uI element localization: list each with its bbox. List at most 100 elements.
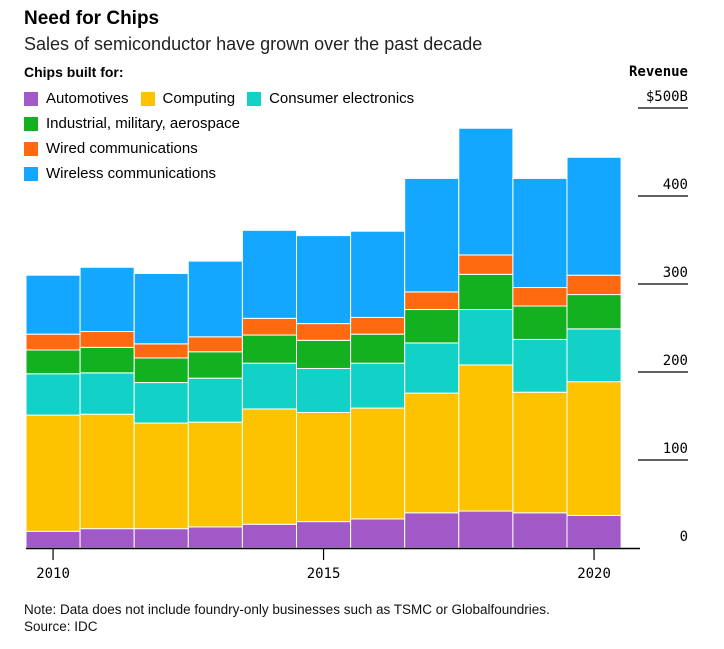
bar-segment-consumer-electronics-2010 [25,373,81,416]
bar-segment-wired-communications-2012 [133,343,189,359]
bar-segment-consumer-electronics-2019 [512,338,568,393]
bar-segment-industrial-military-aerospace-2020 [566,294,622,330]
legend-label: Computing [162,90,236,107]
bar-segment-consumer-electronics-2014 [241,362,297,410]
bar-segment-automotives-2016 [350,518,406,549]
bar-segment-wireless-communications-2011 [79,266,135,333]
bar-segment-automotives-2020 [566,514,622,549]
bar-segment-wired-communications-2010 [25,333,81,351]
legend-swatch [24,166,38,181]
bar-segment-computing-2020 [566,381,622,516]
bar-segment-wired-communications-2015 [296,323,352,341]
legend-swatch [140,91,155,106]
legend-swatch [247,91,262,106]
bar-segment-wireless-communications-2016 [350,230,406,318]
y-tick-label-500: $500B [646,89,688,105]
bar-segment-wired-communications-2011 [79,331,135,348]
bar-segment-automotives-2011 [79,528,135,549]
note-text: Note: Data does not include foundry-only… [24,602,550,617]
bar-segment-wireless-communications-2013 [187,260,243,338]
bar-segment-industrial-military-aerospace-2011 [79,346,135,374]
bar-segment-automotives-2018 [458,510,514,549]
bar-segment-industrial-military-aerospace-2015 [296,339,352,369]
bar-segment-computing-2019 [512,391,568,514]
bar-segment-industrial-military-aerospace-2013 [187,351,243,379]
bar-segment-industrial-military-aerospace-2012 [133,357,189,384]
bar-segment-computing-2017 [404,392,460,514]
x-tick-label-2015: 2015 [307,566,341,582]
bar-segment-consumer-electronics-2012 [133,382,189,424]
bar-segment-automotives-2013 [187,526,243,549]
legend: Automotives Computing Consumer electroni… [24,86,484,186]
bar-segment-computing-2013 [187,421,243,528]
bar-segment-automotives-2019 [512,512,568,549]
bar-segment-industrial-military-aerospace-2014 [241,334,297,364]
bar-segment-industrial-military-aerospace-2018 [458,273,514,311]
y-tick-label-0: 0 [680,529,688,545]
bar-segment-wireless-communications-2015 [296,235,352,325]
bar-segment-consumer-electronics-2016 [350,362,406,409]
bar-segment-wired-communications-2016 [350,316,406,335]
bar-segment-wireless-communications-2010 [25,274,81,335]
bar-segment-computing-2014 [241,408,297,525]
bar-segment-automotives-2014 [241,523,297,549]
bar-segment-industrial-military-aerospace-2017 [404,309,460,344]
bar-segment-wired-communications-2019 [512,287,568,307]
legend-item-wireless: Wireless communications [24,161,216,186]
bar-segment-automotives-2017 [404,512,460,549]
bar-segment-consumer-electronics-2015 [296,367,352,413]
y-tick-label-300: 300 [663,265,688,281]
bar-segment-computing-2016 [350,407,406,520]
bar-segment-computing-2010 [25,414,81,532]
x-tick-label-2010: 2010 [36,566,70,582]
legend-item-consumer-electronics: Consumer electronics [247,86,414,111]
bar-segment-wired-communications-2018 [458,254,514,275]
bar-segment-consumer-electronics-2018 [458,309,514,366]
bar-segment-wireless-communications-2020 [566,156,622,276]
legend-swatch [24,141,38,156]
y-axis-label: Revenue [628,64,688,80]
bar-segment-computing-2011 [79,413,135,530]
y-tick-label-200: 200 [663,353,688,369]
legend-item-wired: Wired communications [24,136,198,161]
bar-segment-wired-communications-2013 [187,336,243,353]
bar-segment-wireless-communications-2012 [133,272,189,345]
bar-segment-industrial-military-aerospace-2019 [512,305,568,340]
bar-segment-consumer-electronics-2013 [187,377,243,423]
chart-subtitle: Sales of semiconductor have grown over t… [24,34,483,54]
bar-segment-wireless-communications-2019 [512,177,568,289]
bar-segment-computing-2015 [296,411,352,523]
chart-title: Need for Chips [24,8,160,29]
bar-segment-consumer-electronics-2020 [566,328,622,383]
x-tick-label-2020: 2020 [577,566,611,582]
bar-segment-computing-2018 [458,364,514,512]
bar-segment-wired-communications-2014 [241,317,297,336]
bar-segment-automotives-2010 [25,530,81,549]
legend-label: Industrial, military, aerospace [46,115,240,132]
legend-title: Chips built for: [24,64,124,80]
legend-item-computing: Computing [140,86,236,111]
bar-segment-automotives-2015 [296,521,352,549]
legend-label: Wireless communications [46,165,217,182]
footnote: Note: Data does not include foundry-only… [24,601,550,635]
bar-segment-industrial-military-aerospace-2010 [25,349,81,375]
y-tick-label-400: 400 [663,177,688,193]
legend-label: Automotives [46,90,129,107]
bar-segment-consumer-electronics-2017 [404,342,460,394]
legend-swatch [24,91,38,106]
bar-segment-consumer-electronics-2011 [79,372,135,415]
legend-label: Consumer electronics [269,90,415,107]
y-tick-label-100: 100 [663,441,688,457]
bar-segment-wired-communications-2020 [566,274,622,296]
bar-segment-wireless-communications-2018 [458,127,514,256]
legend-item-automotives: Automotives [24,86,129,111]
bar-segment-industrial-military-aerospace-2016 [350,333,406,364]
source-text: Source: IDC [24,619,98,634]
bar-segment-wireless-communications-2017 [404,177,460,293]
stacked-bar-chart: $500B 400 300 200 100 0 2010 2015 2020 [25,89,688,582]
legend-label: Wired communications [46,140,198,157]
bar-segment-wireless-communications-2014 [241,229,297,319]
bar-segment-wired-communications-2017 [404,291,460,311]
legend-swatch [24,116,38,131]
bar-segment-computing-2012 [133,422,189,530]
